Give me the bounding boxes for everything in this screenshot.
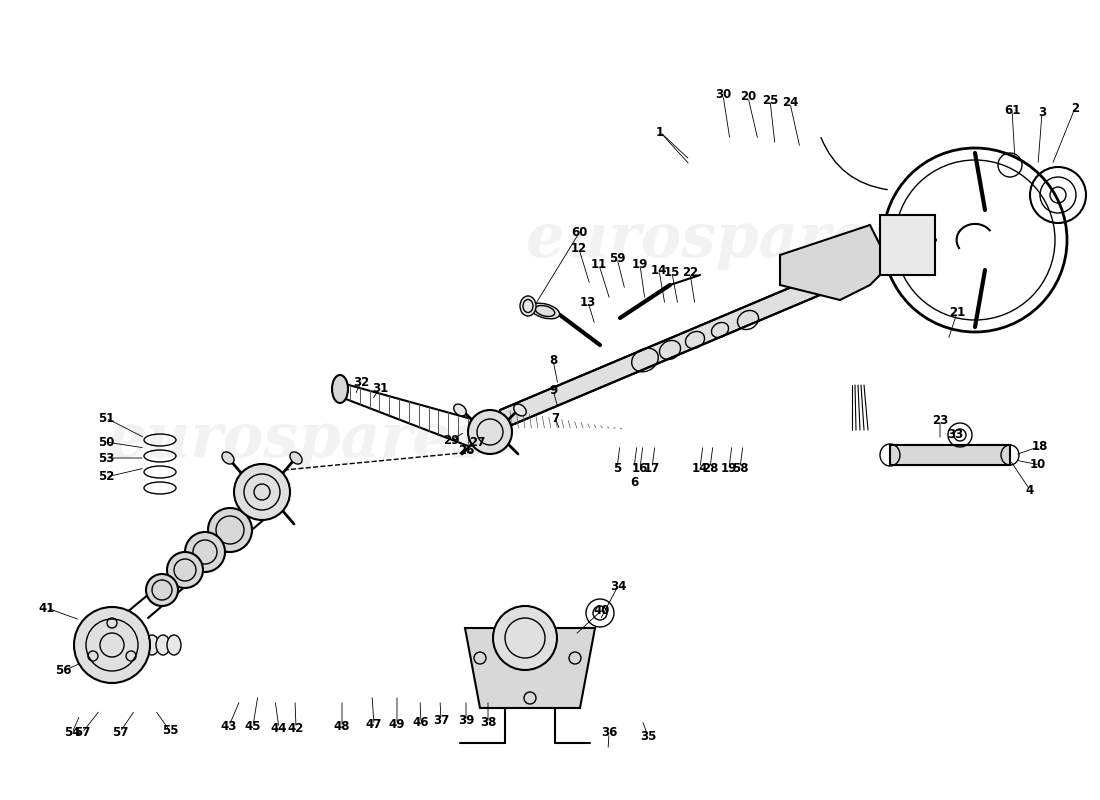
Text: 18: 18 (1032, 441, 1048, 454)
Text: 43: 43 (221, 719, 238, 733)
Circle shape (167, 552, 204, 588)
Text: 25: 25 (762, 94, 778, 106)
Text: 40: 40 (594, 603, 610, 617)
Text: 41: 41 (39, 602, 55, 614)
Text: 26: 26 (458, 445, 474, 458)
Circle shape (468, 410, 512, 454)
Text: 39: 39 (458, 714, 474, 727)
Text: 44: 44 (271, 722, 287, 734)
Text: 38: 38 (480, 717, 496, 730)
Text: 29: 29 (443, 434, 459, 446)
Text: eurospares: eurospares (108, 410, 486, 470)
Text: 14: 14 (692, 462, 708, 474)
Text: 32: 32 (353, 375, 370, 389)
Polygon shape (465, 628, 595, 708)
Text: 8: 8 (549, 354, 557, 366)
Text: 53: 53 (98, 451, 114, 465)
Text: 46: 46 (412, 717, 429, 730)
Text: 7: 7 (551, 411, 559, 425)
Text: 21: 21 (949, 306, 965, 319)
Circle shape (146, 574, 178, 606)
Ellipse shape (514, 404, 526, 416)
Ellipse shape (332, 375, 348, 403)
Text: 34: 34 (609, 579, 626, 593)
Text: 12: 12 (571, 242, 587, 255)
Text: 60: 60 (571, 226, 587, 239)
Text: 30: 30 (715, 89, 732, 102)
Text: 1: 1 (656, 126, 664, 138)
Text: 54: 54 (64, 726, 80, 739)
Text: 55: 55 (162, 725, 178, 738)
Text: 13: 13 (580, 295, 596, 309)
Polygon shape (780, 225, 890, 300)
Text: 42: 42 (288, 722, 305, 734)
Circle shape (185, 532, 226, 572)
Ellipse shape (145, 635, 160, 655)
Text: 48: 48 (333, 721, 350, 734)
Text: 10: 10 (1030, 458, 1046, 471)
Text: 11: 11 (591, 258, 607, 271)
Polygon shape (890, 445, 1010, 465)
Text: 45: 45 (244, 719, 262, 733)
Text: 19: 19 (720, 462, 737, 474)
Text: 49: 49 (388, 718, 405, 730)
Text: 15: 15 (663, 266, 680, 279)
Text: 52: 52 (98, 470, 114, 483)
Text: 9: 9 (549, 383, 557, 397)
Text: 57: 57 (74, 726, 90, 739)
Circle shape (208, 508, 252, 552)
Text: 22: 22 (682, 266, 698, 279)
Text: 6: 6 (630, 475, 638, 489)
Circle shape (493, 606, 557, 670)
Text: 5: 5 (613, 462, 621, 474)
Ellipse shape (290, 452, 303, 464)
Text: eurospares: eurospares (526, 210, 904, 270)
Text: 20: 20 (740, 90, 756, 103)
Text: 58: 58 (732, 462, 748, 474)
Text: 50: 50 (98, 435, 114, 449)
Text: 27: 27 (469, 437, 485, 450)
Polygon shape (500, 275, 820, 430)
Ellipse shape (222, 452, 234, 464)
Ellipse shape (530, 303, 560, 318)
Text: 4: 4 (1026, 483, 1034, 497)
Text: 2: 2 (1071, 102, 1079, 114)
Text: 35: 35 (640, 730, 657, 742)
Text: 59: 59 (608, 251, 625, 265)
Text: 23: 23 (932, 414, 948, 426)
Ellipse shape (156, 635, 170, 655)
Ellipse shape (520, 296, 536, 316)
Ellipse shape (453, 404, 466, 416)
Text: 47: 47 (366, 718, 382, 731)
Circle shape (234, 464, 290, 520)
Polygon shape (880, 215, 935, 275)
Text: 56: 56 (55, 665, 72, 678)
Ellipse shape (167, 635, 182, 655)
Circle shape (74, 607, 150, 683)
Text: 16: 16 (631, 462, 648, 474)
Text: 31: 31 (372, 382, 388, 394)
Text: 19: 19 (631, 258, 648, 271)
Text: 33: 33 (947, 429, 964, 442)
Text: 24: 24 (782, 97, 799, 110)
Text: 61: 61 (1004, 103, 1020, 117)
Text: 51: 51 (98, 411, 114, 425)
Text: 28: 28 (702, 462, 718, 474)
Text: 37: 37 (433, 714, 449, 726)
Text: 3: 3 (1038, 106, 1046, 119)
Text: 14: 14 (651, 263, 668, 277)
Text: 57: 57 (112, 726, 129, 738)
Text: 17: 17 (644, 462, 660, 474)
Text: 36: 36 (601, 726, 617, 739)
